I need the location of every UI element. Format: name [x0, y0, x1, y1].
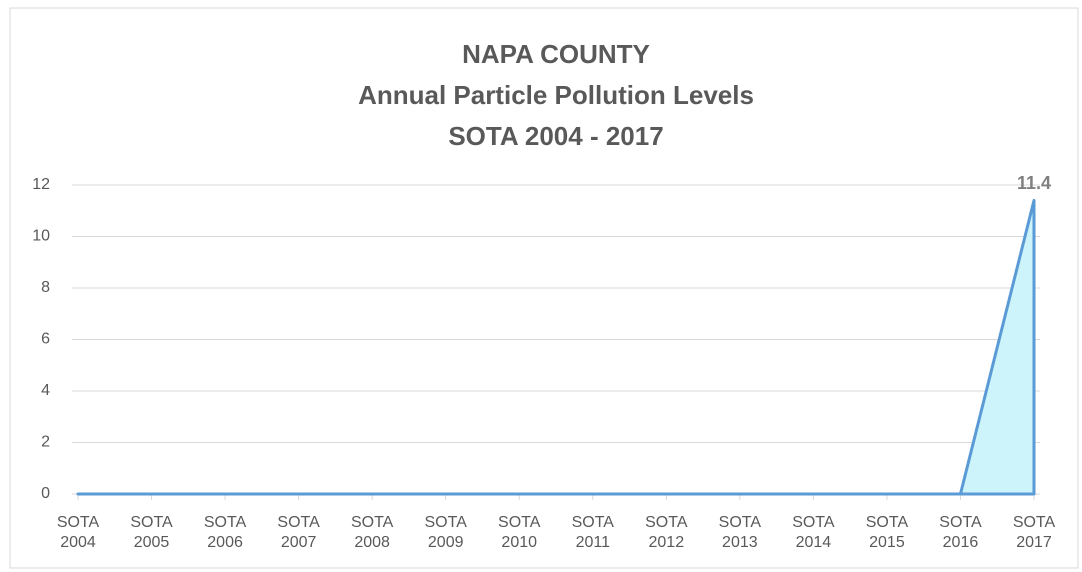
x-tick-label: SOTA 2015: [865, 514, 909, 551]
x-tick-label: SOTA 2007: [277, 514, 320, 551]
y-tick-label: 10: [32, 228, 50, 245]
x-tick-label: SOTA 2005: [130, 514, 173, 551]
chart-title: Annual Particle Pollution Levels: [358, 80, 754, 110]
x-tick-label: SOTA 2013: [718, 514, 762, 551]
y-tick-label: 8: [41, 279, 50, 296]
x-tick-label: SOTA 2011: [571, 514, 614, 551]
x-tick-label: SOTA 2008: [350, 514, 394, 551]
x-tick-label: SOTA 2004: [56, 514, 100, 551]
chart-title: NAPA COUNTY: [462, 39, 650, 69]
area-line: [76, 198, 1036, 496]
y-tick-label: 6: [41, 331, 50, 348]
x-tick-label: SOTA 2014: [792, 514, 835, 551]
x-tick-label: SOTA 2012: [645, 514, 688, 551]
y-tick-label: 4: [41, 382, 50, 399]
x-tick-label: SOTA 2006: [203, 514, 247, 551]
y-tick-label: 2: [41, 434, 50, 451]
y-tick-label: 12: [32, 176, 50, 193]
chart-title: SOTA 2004 - 2017: [448, 121, 663, 151]
x-tick-label: SOTA 2016: [939, 514, 982, 551]
x-tick-label: SOTA 2009: [424, 514, 467, 551]
x-tick-label: SOTA 2017: [1012, 514, 1056, 551]
x-tick-label: SOTA 2010: [498, 514, 541, 551]
y-tick-label: 0: [41, 485, 50, 502]
data-label: 11.4: [1017, 173, 1051, 193]
